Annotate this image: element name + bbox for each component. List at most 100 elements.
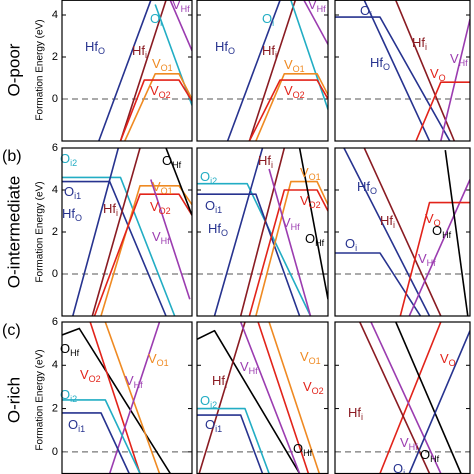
defect-line [440,19,470,141]
defect-subscript: O1 [309,172,321,182]
defect-subscript: i2 [70,158,77,168]
defect-line [408,330,470,474]
defect-label: VO1 [152,179,173,196]
defect-subscript: i [116,208,118,218]
defect-name: V [152,56,161,71]
defect-label: Hfi [412,35,427,52]
defect-label: VHf [450,51,468,68]
defect-name: V [425,211,434,226]
defect-name: O [60,151,70,166]
defect-subscript: Hf [459,58,468,68]
defect-subscript: i2 [210,400,217,410]
y-tick-label: 2 [52,226,58,238]
defect-label: VHf [125,373,143,390]
defect-name: Hf [103,201,116,216]
defect-name: Hf [215,39,228,54]
defect-line [239,148,286,316]
y-tick-label: 2 [52,402,58,414]
defect-label: Hfi [132,43,147,60]
defect-label: Oi2 [200,169,217,186]
defect-line [197,414,264,474]
defect-line [415,81,470,141]
defect-line [93,193,192,316]
defect-line [359,322,431,474]
defect-subscript: i [355,243,357,253]
defect-line [72,148,120,316]
defect-name: V [284,83,293,98]
defect-subscript: i [393,220,395,230]
defect-label: VO1 [152,56,173,73]
defect-label: HfO [85,39,105,56]
defect-name: V [400,435,409,450]
defect-line [363,148,442,316]
defect-line [100,185,192,316]
defect-name: O [162,153,172,168]
defect-label: VO2 [80,367,101,384]
defect-line [335,252,422,316]
panel-frame [334,147,471,317]
defect-label: Hfi [380,213,395,230]
defect-name: V [430,66,439,81]
defect-line [248,79,328,141]
defect-name: O [432,223,442,238]
defect-line [62,412,130,474]
defect-name: V [450,51,459,66]
defect-name: V [300,165,309,180]
defect-name: O [262,11,272,26]
defect-name: O [393,461,403,474]
panel-label: (b) [2,148,22,165]
defect-label: HfO [215,39,235,56]
plot-lines [62,148,192,316]
defect-name: V [303,379,312,394]
defect-label: Oi [393,461,405,474]
defect-subscript: Hf [427,258,436,268]
defect-subscript: O2 [312,386,324,396]
defect-name: V [172,0,181,12]
defect-line [255,73,328,141]
defect-name: Hf [62,206,75,221]
defect-name: O [360,3,370,18]
defect-name: Hf [370,55,383,70]
defect-line [197,193,301,316]
defect-subscript: i [361,412,363,422]
defect-subscript: O [75,213,82,223]
defect-line [444,149,469,316]
panel-frame [61,321,193,474]
defect-subscript: O2 [159,206,171,216]
defect-name: O [64,184,74,199]
defect-subscript: O [383,62,390,72]
defect-line [248,0,297,141]
defect-line [303,0,328,45]
defect-subscript: i1 [78,424,85,434]
defect-line [379,322,442,474]
defect-label: VO [430,66,446,83]
defect-name: Hf [132,43,145,58]
plot-lines [197,322,321,474]
defect-label: OHf [432,223,452,240]
defect-label: VO2 [300,193,321,210]
defect-label: VO [425,211,441,228]
defect-label: OHf [60,341,80,358]
panel-frame [334,321,471,474]
defect-line [370,322,442,474]
defect-subscript: O1 [161,186,173,196]
defect-name: O [150,11,160,26]
defect-subscript: O [221,228,228,238]
defect-label: HfO [208,221,228,238]
defect-subscript: O [449,358,456,368]
defect-label: VHf [400,435,418,452]
defect-subscript: O2 [309,200,321,210]
defect-label: Oi1 [64,184,81,201]
defect-subscript: Hf [317,4,326,14]
defect-line [226,0,281,141]
defect-label: VHf [240,359,258,376]
defect-line [255,180,328,316]
defect-line [257,322,310,474]
defect-label: VO2 [150,199,171,216]
defect-label: Oi1 [205,417,222,434]
defect-label: OHf [305,231,325,248]
defect-label: VO1 [300,349,321,366]
defect-subscript: O2 [89,374,101,384]
y-tick-label: 0 [52,268,58,280]
